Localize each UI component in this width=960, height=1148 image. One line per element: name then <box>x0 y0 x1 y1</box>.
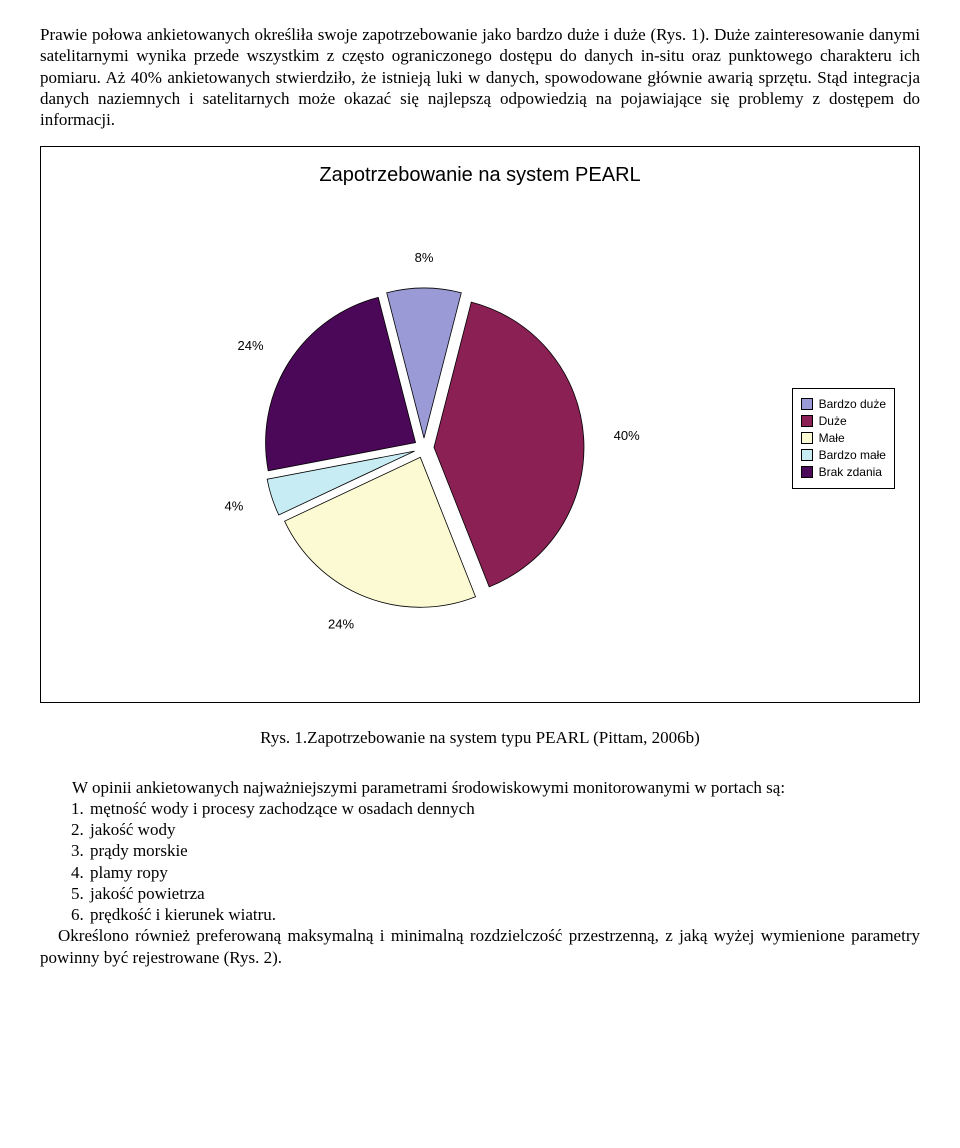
pie-slice <box>266 298 416 471</box>
list-item: prądy morskie <box>88 840 920 861</box>
legend-item: Duże <box>801 414 886 429</box>
pie-chart: 8% 40% 24% 4% 24% <box>57 198 792 678</box>
legend-label: Brak zdania <box>819 465 882 480</box>
pie-slice-label: 40% <box>614 428 640 443</box>
legend-swatch-icon <box>801 449 813 461</box>
list-item: mętność wody i procesy zachodzące w osad… <box>88 798 920 819</box>
figure-caption: Rys. 1.Zapotrzebowanie na system typu PE… <box>40 727 920 748</box>
pie-slice-label: 4% <box>225 499 244 514</box>
list-item: jakość wody <box>88 819 920 840</box>
legend-item: Małe <box>801 431 886 446</box>
pie-slice <box>434 302 584 587</box>
pie-slice-label: 8% <box>415 250 434 265</box>
paragraph-params-lead: W opinii ankietowanych najważniejszymi p… <box>40 777 920 798</box>
legend-swatch-icon <box>801 432 813 444</box>
legend-item: Brak zdania <box>801 465 886 480</box>
legend-item: Bardzo małe <box>801 448 886 463</box>
chart-title: Zapotrzebowanie na system PEARL <box>57 163 903 188</box>
legend-swatch-icon <box>801 398 813 410</box>
list-item: jakość powietrza <box>88 883 920 904</box>
chart-legend: Bardzo duże Duże Małe Bardzo małe Brak zdani… <box>792 388 895 489</box>
legend-item: Bardzo duże <box>801 397 886 412</box>
parameter-list: mętność wody i procesy zachodzące w osad… <box>88 798 920 926</box>
pie-slice-label: 24% <box>328 617 354 632</box>
paragraph-intro: Prawie połowa ankietowanych określiła sw… <box>40 24 920 130</box>
pie-slice-label: 24% <box>238 338 264 353</box>
legend-label: Duże <box>819 414 847 429</box>
list-item: plamy ropy <box>88 862 920 883</box>
legend-swatch-icon <box>801 415 813 427</box>
legend-swatch-icon <box>801 466 813 478</box>
legend-label: Bardzo duże <box>819 397 886 412</box>
pie-chart-container: Zapotrzebowanie na system PEARL 8% 40% 24%… <box>40 146 920 703</box>
list-item: prędkość i kierunek wiatru. <box>88 904 920 925</box>
legend-label: Małe <box>819 431 845 446</box>
legend-label: Bardzo małe <box>819 448 886 463</box>
paragraph-resolution: Określono również preferowaną maksymalną… <box>40 925 920 968</box>
